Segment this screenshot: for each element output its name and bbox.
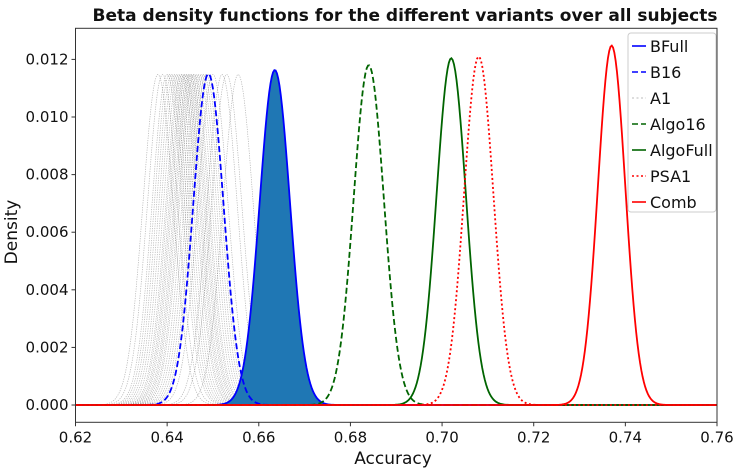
legend-label: AlgoFull (650, 141, 713, 160)
x-tick-label: 0.64 (150, 428, 183, 446)
series-fill-bfull (214, 70, 336, 406)
chart-title: Beta density functions for the different… (93, 6, 718, 26)
x-tick-label: 0.68 (334, 428, 367, 446)
series-line-a1-19 (75, 74, 717, 406)
legend-label: BFull (650, 37, 688, 56)
legend: BFull B16 A1 Algo16 AlgoFull PSA1 Comb (627, 32, 717, 213)
y-tick-label: 0.008 (26, 166, 69, 184)
series-line-a1-4 (75, 73, 717, 406)
series-line-a1-20 (75, 73, 717, 406)
y-tick-label: 0.000 (26, 396, 69, 414)
series-line-a1-25 (75, 74, 717, 406)
x-tick-label: 0.70 (425, 428, 458, 446)
x-tick-label: 0.74 (609, 428, 642, 446)
plot-frame (75, 27, 718, 423)
legend-label: A1 (650, 89, 671, 108)
series-line-a1-10 (75, 74, 717, 406)
y-tick-label: 0.012 (26, 50, 69, 68)
series-line-a1-18 (75, 74, 717, 406)
y-tick-label: 0.004 (26, 281, 69, 299)
series-line-a1-15 (75, 74, 717, 406)
series-line-a1-6 (75, 74, 717, 406)
legend-box (627, 32, 717, 213)
legend-label: B16 (650, 63, 681, 82)
x-tick-label: 0.72 (517, 428, 550, 446)
series-line-comb (75, 44, 717, 406)
series-line-a1-22 (75, 73, 717, 406)
x-axis-label: Accuracy (354, 449, 432, 469)
x-tick-label: 0.66 (242, 428, 275, 446)
y-axis-label: Density (2, 200, 22, 265)
y-tick-label: 0.010 (26, 108, 69, 126)
series-line-a1-16 (75, 73, 717, 406)
series-line-a1-12 (75, 73, 717, 406)
y-tick-label: 0.002 (26, 338, 69, 356)
series-line-a1-3 (75, 73, 717, 406)
y-tick-label: 0.006 (26, 223, 69, 241)
legend-label: Algo16 (650, 115, 706, 134)
curves (75, 44, 717, 406)
x-tick-label: 0.76 (700, 428, 733, 446)
x-tick-label: 0.62 (59, 428, 92, 446)
axis-ticks: 0.62 0.64 0.66 0.68 0.70 0.72 0.74 0.76 0.000 0.0… (26, 50, 734, 446)
legend-label: PSA1 (650, 167, 691, 186)
series-line-a1-13 (75, 73, 717, 406)
legend-label: Comb (650, 193, 697, 212)
series-line-a1-5 (75, 73, 717, 406)
